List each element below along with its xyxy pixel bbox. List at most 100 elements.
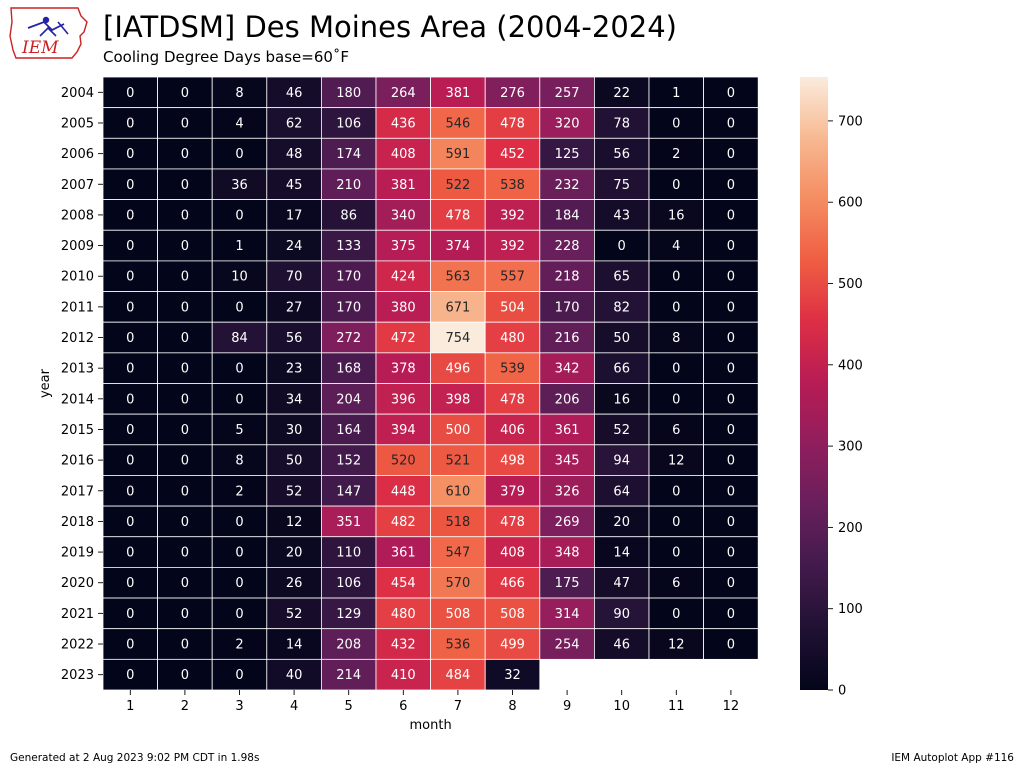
cell-value-label: 0 [126, 362, 134, 377]
heatmap-cell [648, 597, 704, 630]
heatmap-cell [539, 413, 595, 446]
cell-value-label: 375 [391, 239, 416, 254]
cell-value-label: 46 [613, 638, 630, 653]
x-tick-label: 12 [723, 699, 740, 714]
heatmap-cell [320, 229, 377, 262]
cell-value-label: 539 [500, 362, 525, 377]
cell-value-label: 408 [391, 147, 416, 162]
cell-value-label: 2 [235, 638, 243, 653]
cell-value-label: 133 [336, 239, 361, 254]
cell-value-label: 508 [445, 607, 470, 622]
cell-value-label: 472 [391, 331, 416, 346]
heatmap-cell [484, 658, 541, 691]
cell-value-label: 0 [727, 331, 735, 346]
heatmap-cell [484, 567, 541, 599]
cell-value-label: 563 [445, 270, 470, 285]
heatmap-cell [703, 291, 759, 323]
heatmap-cell [157, 137, 213, 170]
cell-value-label: 2 [672, 147, 680, 162]
x-tick-label: 3 [235, 699, 243, 714]
cell-value-label: 348 [555, 546, 580, 561]
heatmap-cell [157, 260, 213, 292]
heatmap-cell [320, 658, 377, 691]
cell-value-label: 0 [181, 116, 189, 131]
cell-value-label: 498 [500, 454, 525, 469]
cell-value-label: 86 [340, 208, 357, 223]
heatmap-cell [266, 291, 322, 323]
heatmap-cell [102, 137, 158, 170]
cell-value-label: 0 [126, 392, 134, 407]
heatmap-cell [157, 107, 213, 139]
cell-value-label: 0 [126, 239, 134, 254]
heatmap-cell [430, 413, 486, 446]
cell-value-label: 424 [391, 270, 416, 285]
cell-value-label: 478 [445, 208, 470, 223]
heatmap-cell [430, 352, 486, 384]
cell-value-label: 0 [727, 484, 735, 499]
cell-value-label: 0 [672, 607, 680, 622]
cell-value-label: 0 [126, 484, 134, 499]
heatmap-cell [539, 260, 595, 292]
cell-value-label: 50 [613, 331, 630, 346]
y-tick-label: 2021 [61, 607, 94, 622]
cell-value-label: 12 [286, 515, 303, 530]
cell-value-label: 0 [672, 484, 680, 499]
heatmap-cells: 0 0 8 46 180 264 381 276 257 22 1 00 0 4 62 106 436 546 47… [102, 76, 759, 691]
cell-value-label: 0 [126, 423, 134, 438]
cell-value-label: 484 [445, 668, 470, 683]
cell-value-label: 1 [672, 86, 680, 101]
y-tick-label: 2023 [61, 668, 94, 683]
cell-value-label: 392 [500, 208, 525, 223]
x-axis-label: month [409, 718, 451, 733]
cell-value-label: 482 [391, 515, 416, 530]
cell-value-label: 0 [126, 178, 134, 193]
cell-value-label: 381 [391, 178, 416, 193]
heatmap-cell [375, 383, 431, 415]
heatmap-cell [211, 137, 268, 170]
cell-value-label: 538 [500, 178, 525, 193]
heatmap-cell [157, 505, 213, 538]
cell-value-label: 75 [613, 178, 630, 193]
cell-value-label: 570 [445, 576, 470, 591]
cell-value-label: 406 [500, 423, 525, 438]
cell-value-label: 214 [336, 668, 361, 683]
cell-value-label: 478 [500, 116, 525, 131]
cell-value-label: 671 [445, 300, 470, 315]
y-tick-label: 2009 [61, 239, 94, 254]
heatmap-cell [703, 137, 759, 170]
cell-value-label: 0 [181, 484, 189, 499]
colorbar-tick-label: 400 [838, 358, 863, 373]
heatmap-cell [157, 199, 213, 231]
heatmap-cell [266, 536, 322, 568]
heatmap-cell [157, 567, 213, 599]
cell-value-label: 0 [727, 147, 735, 162]
heatmap-cell [484, 628, 541, 660]
heatmap-cell [211, 628, 268, 660]
cell-value-label: 0 [235, 607, 243, 622]
cell-value-label: 0 [672, 300, 680, 315]
cell-value-label: 106 [336, 116, 361, 131]
heatmap-cell [648, 76, 704, 109]
heatmap-cell [594, 199, 650, 231]
cell-value-label: 0 [672, 362, 680, 377]
cell-value-label: 269 [555, 515, 580, 530]
cell-value-label: 0 [181, 423, 189, 438]
heatmap-cell [539, 291, 595, 323]
heatmap-cell [102, 352, 158, 384]
cell-value-label: 0 [672, 546, 680, 561]
cell-value-label: 170 [555, 300, 580, 315]
cell-value-label: 20 [286, 546, 303, 561]
y-tick-label: 2004 [61, 86, 94, 101]
cell-value-label: 56 [613, 147, 630, 162]
cell-value-label: 320 [555, 116, 580, 131]
x-tick-label: 5 [345, 699, 353, 714]
heatmap-cell [648, 536, 704, 568]
cell-value-label: 228 [555, 239, 580, 254]
cell-value-label: 394 [391, 423, 416, 438]
cell-value-label: 48 [286, 147, 303, 162]
heatmap-cell [594, 291, 650, 323]
cell-value-label: 518 [445, 515, 470, 530]
colorbar-gradient [800, 77, 828, 690]
cell-value-label: 257 [555, 86, 580, 101]
cell-value-label: 56 [286, 331, 303, 346]
